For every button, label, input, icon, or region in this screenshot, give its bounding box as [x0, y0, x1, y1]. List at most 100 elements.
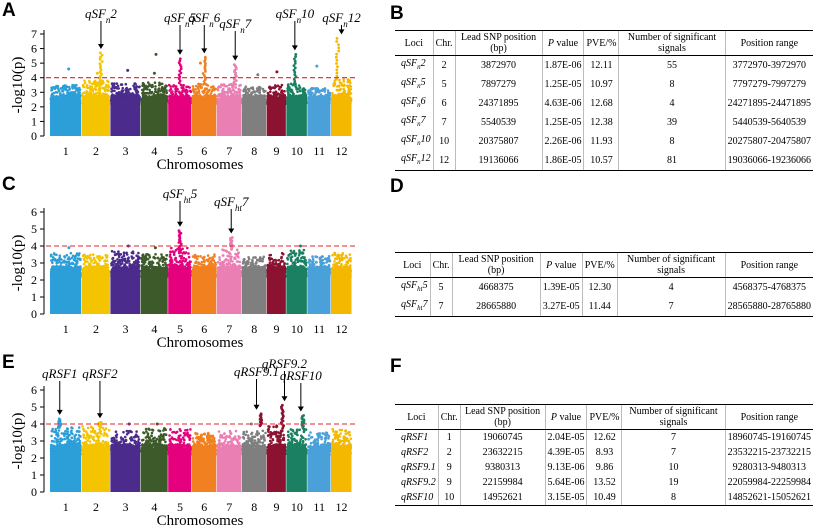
snp-point [88, 86, 91, 90]
snp-point [101, 86, 104, 90]
snp-point [212, 86, 215, 90]
y-axis-label: -log10(p) [10, 57, 26, 114]
peak-point [98, 51, 102, 55]
y-tick-label: 6 [31, 42, 37, 56]
snp-point [238, 90, 241, 94]
snp-point [187, 94, 190, 98]
snp-point [264, 89, 267, 93]
snp-point [73, 84, 77, 87]
chromosome-band-12 [330, 98, 352, 136]
peak-point [293, 66, 297, 70]
x-tick-label: 1 [63, 144, 69, 158]
snp-point [336, 88, 340, 92]
snp-point [75, 261, 79, 264]
snp-point [60, 86, 64, 90]
panel-label-b: B [390, 3, 404, 24]
snp-point [216, 88, 220, 92]
snp-point [342, 87, 346, 91]
peak-point [179, 67, 183, 71]
peak-4 [292, 53, 298, 85]
snp-point [225, 85, 229, 88]
peak-1 [177, 57, 183, 87]
y-tick-label: 3 [31, 85, 37, 99]
snp-point [238, 84, 241, 87]
x-tick-label: 6 [201, 144, 207, 158]
snp-point [95, 71, 99, 75]
snp-point [213, 93, 217, 97]
snp-point [98, 92, 101, 95]
snp-point [73, 92, 76, 95]
snp-point [147, 92, 150, 95]
snp-point [77, 92, 81, 95]
snp-point [63, 259, 66, 262]
snp-point [228, 83, 231, 87]
snp-point [256, 87, 260, 91]
arrow-head-icon [97, 43, 104, 49]
snp-point [278, 87, 281, 91]
snp-point [269, 90, 272, 94]
snp-point [286, 84, 290, 87]
snp-point [311, 91, 314, 95]
snp-point [311, 87, 314, 91]
snp-point [134, 87, 138, 90]
snp-point [101, 96, 104, 100]
peak-point [337, 49, 341, 53]
y-tick-label: 0 [31, 129, 37, 143]
peak-point [100, 60, 104, 63]
chromosome-band-5 [168, 98, 192, 136]
snp-point [197, 82, 200, 86]
peak-point [178, 79, 182, 83]
peak-point [292, 64, 296, 67]
x-tick-label: 10 [291, 144, 303, 158]
snp-point [63, 255, 66, 258]
snp-point [51, 259, 54, 262]
snp-point [171, 90, 174, 93]
snp-point [341, 93, 345, 96]
snp-point [79, 266, 82, 270]
snp-point [86, 94, 90, 98]
snp-point [70, 267, 73, 271]
snp-point [232, 89, 236, 92]
snp-point [141, 81, 145, 85]
peak-point [335, 52, 338, 56]
snp-point [51, 261, 54, 264]
snp-point [298, 94, 302, 97]
snp-point [250, 86, 253, 90]
snp-point [208, 88, 211, 92]
peak-0 [98, 51, 104, 82]
snp-point [64, 95, 67, 99]
peak-point [292, 68, 296, 72]
snp-point [153, 81, 157, 84]
snp-point [290, 89, 293, 93]
snp-point [77, 257, 81, 260]
snp-point [92, 80, 96, 84]
x-tick-label: 11 [313, 144, 325, 158]
snp-point [194, 84, 198, 88]
snp-point [297, 84, 301, 87]
snp-point [320, 96, 324, 100]
snp-point [97, 95, 101, 98]
snp-point [66, 89, 69, 93]
snp-point [116, 95, 119, 99]
snp-point [58, 258, 61, 262]
snp-point [85, 84, 89, 87]
chromosome-band-9 [266, 98, 286, 136]
snp-point [258, 91, 261, 95]
snp-point [345, 84, 349, 88]
snp-point [136, 90, 139, 94]
chromosome-band-6 [191, 98, 217, 136]
snp-point [335, 95, 339, 98]
snp-point [228, 96, 231, 100]
peak-point [203, 64, 207, 67]
y-tick-label: 2 [31, 100, 37, 114]
arrow-head-icon [338, 29, 345, 35]
peak-point [335, 40, 338, 43]
snp-point [121, 86, 124, 90]
snp-point [68, 265, 71, 268]
snp-point [127, 94, 130, 97]
snp-points [49, 78, 353, 136]
chromosome-band-4 [140, 98, 168, 136]
snp-points [49, 246, 353, 314]
snp-point [234, 90, 238, 94]
snp-point [59, 92, 62, 95]
